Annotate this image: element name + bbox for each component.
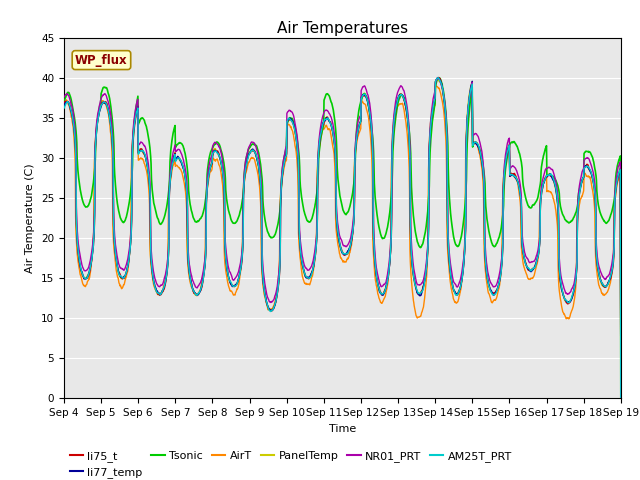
Text: WP_flux: WP_flux xyxy=(75,54,128,67)
X-axis label: Time: Time xyxy=(329,424,356,433)
Legend: li75_t, li77_temp, Tsonic, AirT, PanelTemp, NR01_PRT, AM25T_PRT: li75_t, li77_temp, Tsonic, AirT, PanelTe… xyxy=(70,451,512,478)
Y-axis label: Air Temperature (C): Air Temperature (C) xyxy=(26,164,35,273)
Title: Air Temperatures: Air Temperatures xyxy=(277,21,408,36)
